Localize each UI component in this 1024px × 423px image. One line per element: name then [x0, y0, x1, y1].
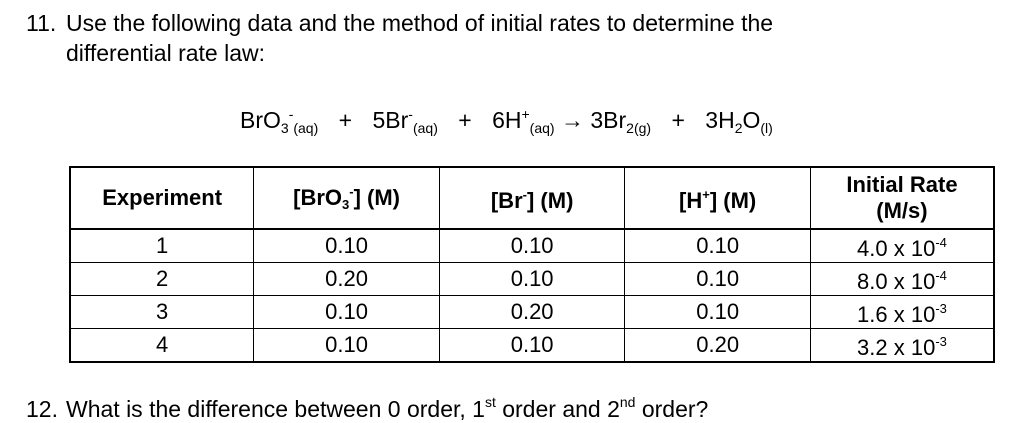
cell-rate: 1.6 x 10-3	[809, 295, 995, 329]
header-bromate-concentration: [BrO3-] (M)	[253, 166, 440, 230]
cell-hydrogen: 0.10	[624, 262, 811, 296]
reactant-bromide: 5Br-(aq)	[372, 106, 438, 136]
cell-bromide: 0.10	[438, 262, 626, 296]
cell-experiment: 3	[69, 295, 255, 329]
cell-bromate: 0.20	[253, 262, 440, 296]
question-11: 11. Use the following data and the method…	[26, 8, 986, 68]
cell-bromide: 0.20	[438, 295, 626, 329]
question-number: 12.	[26, 396, 58, 422]
cell-bromate: 0.10	[253, 295, 440, 329]
initial-rates-table: Experiment [BrO3-] (M) [Br-] (M) [H+] (M…	[69, 166, 995, 363]
cell-hydrogen: 0.20	[624, 328, 811, 363]
cell-bromate: 0.10	[253, 228, 440, 263]
table-row: 1 0.10 0.10 0.10 4.0 x 10-4	[69, 228, 995, 263]
table-row: 3 0.10 0.20 0.10 1.6 x 10-3	[69, 295, 995, 329]
cell-bromide: 0.10	[438, 328, 626, 363]
plus-sign: +	[458, 107, 472, 133]
question-11-line1: 11. Use the following data and the method…	[26, 8, 986, 38]
table-row: 2 0.20 0.10 0.10 8.0 x 10-4	[69, 262, 995, 296]
plus-sign: +	[338, 107, 353, 133]
header-hydrogen-concentration: [H+] (M)	[624, 166, 811, 230]
reactant-bromate: BrO3-(aq)	[240, 106, 319, 136]
cell-rate: 4.0 x 10-4	[809, 228, 995, 263]
question-text: Use the following data and the method of…	[66, 10, 774, 36]
cell-hydrogen: 0.10	[624, 228, 811, 263]
cell-bromate: 0.10	[253, 328, 440, 363]
table-row: 4 0.10 0.10 0.20 3.2 x 10-3	[69, 328, 995, 363]
reaction-arrow-icon: →	[560, 107, 584, 133]
cell-hydrogen: 0.10	[624, 295, 811, 329]
table-header-row: Experiment [BrO3-] (M) [Br-] (M) [H+] (M…	[69, 166, 995, 230]
cell-rate: 8.0 x 10-4	[809, 262, 995, 296]
reactant-hydrogen-ion: 6H+(aq)	[492, 106, 555, 136]
question-number: 11.	[26, 10, 57, 36]
product-bromine: 3Br2(g)	[590, 107, 652, 136]
product-water: 3H2O(l)	[705, 107, 773, 136]
question-text: What is the difference between 0 order, …	[66, 394, 709, 422]
header-bromide-concentration: [Br-] (M)	[438, 166, 626, 230]
cell-experiment: 1	[69, 228, 255, 263]
cell-bromide: 0.10	[438, 228, 626, 263]
cell-experiment: 4	[69, 328, 255, 363]
question-11-line2: differential rate law:	[66, 40, 266, 66]
plus-sign: +	[671, 107, 685, 133]
cell-rate: 3.2 x 10-3	[809, 328, 995, 363]
header-experiment: Experiment	[69, 166, 255, 230]
header-initial-rate: Initial Rate (M/s)	[809, 166, 995, 230]
cell-experiment: 2	[69, 262, 255, 296]
chemical-equation: BrO3-(aq) + 5Br-(aq) + 6H+(aq) → 3Br2(g)…	[240, 106, 773, 136]
